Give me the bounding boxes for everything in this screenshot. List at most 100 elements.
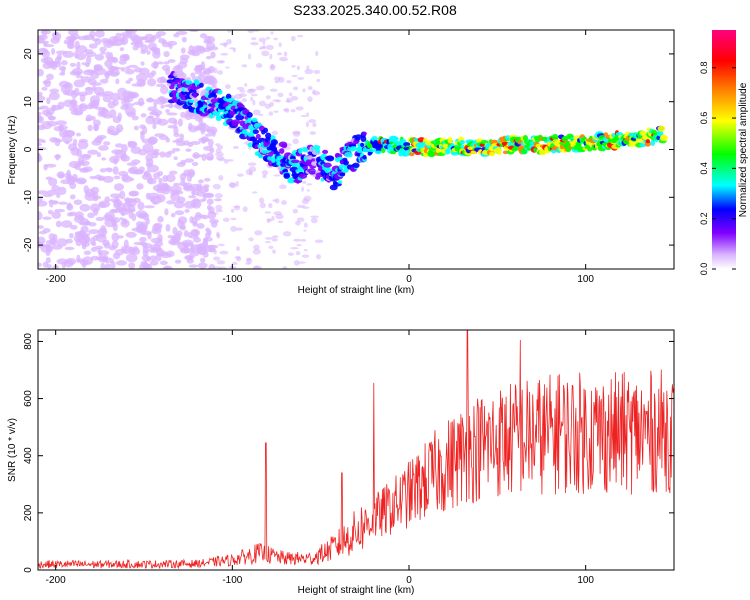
spectrogram-noise [110,92,121,102]
spectrogram-noise [242,206,248,213]
spectrogram-noise [58,201,68,205]
spectrogram-noise [166,200,175,205]
spectrogram-noise [121,98,127,106]
spectrogram-noise [379,68,383,71]
spectrogram-noise [165,223,171,232]
spectrogram-ridge-point [174,79,179,84]
spectrogram-noise [188,195,197,199]
snr-axes: -200 -100 0 100 0 200 400 600 800 [23,330,674,586]
spectrogram-noise [115,260,127,266]
spectrogram-noise [216,260,226,265]
spectrogram-noise [90,246,98,253]
spectrogram-noise [379,98,384,103]
spectrogram-noise [273,37,278,41]
spectrogram-noise [201,75,213,79]
spectrogram-ridge-point [246,111,253,118]
spectrogram-noise [100,225,107,234]
spectrogram-noise [265,36,270,40]
spectrogram-noise [147,136,158,145]
spectrogram-noise [208,138,214,148]
spectrogram-noise [259,202,266,209]
spectrogram-noise [585,233,592,239]
spectrogram-noise [434,204,437,209]
spectrogram-noise [180,47,186,54]
spectrogram-noise [239,89,246,93]
spectrogram-noise [297,261,306,264]
spectrogram-noise [137,149,148,156]
spectrogram-xlabel: Height of straight line (km) [298,285,415,296]
spectrogram-noise [244,83,248,87]
spectrogram-noise [135,221,144,227]
spectrogram-noise [415,87,420,92]
spectrogram-noise [213,198,222,202]
spectrogram-noise [65,257,77,265]
spectrogram-noise [38,111,42,117]
spectrogram-noise [112,166,119,175]
spectrogram-noise [640,244,645,249]
spectrogram-noise [51,211,61,219]
spectrogram-noise [571,184,577,187]
spectrogram-noise [94,245,104,250]
spectrogram-noise [131,115,139,121]
spectrogram-noise [157,118,169,126]
spectrogram-noise [109,155,120,164]
spectrogram-noise [468,33,472,37]
spectrogram-noise [180,159,187,165]
spectrogram-noise [145,97,155,103]
spectrogram-noise [274,76,281,82]
spectrogram-ridge-point [360,135,367,142]
y-tick-label: -20 [23,237,34,252]
spectrogram-noise [55,50,68,55]
spectrogram-noise [76,254,81,263]
spectrogram-noise [444,218,447,222]
spectrogram-noise [78,104,85,109]
spectrogram-ridge-point [502,150,509,155]
spectrogram-ylabel: Frequency (Hz) [7,116,18,185]
spectrogram-noise [94,30,105,38]
spectrogram-noise [113,175,121,180]
spectrogram-noise [504,89,509,95]
spectrogram-noise [644,171,650,175]
spectrogram-noise [80,76,92,83]
spectrogram-noise [466,229,471,232]
spectrogram-noise [306,112,310,116]
spectrogram-noise [452,248,456,253]
spectrogram-noise [473,244,478,248]
spectrogram-ridge-point [645,139,651,144]
spectrogram-noise [539,115,544,119]
spectrogram-noise [199,257,206,263]
spectrogram-noise [669,254,673,259]
spectrogram-noise [649,219,656,223]
spectrogram-noise [584,40,591,45]
spectrogram-noise [111,240,119,249]
spectrogram-noise [95,136,104,141]
spectrogram-noise [212,67,218,74]
spectrogram-noise [198,118,203,125]
spectrogram-noise [627,215,631,221]
spectrogram-noise [636,60,643,64]
spectrogram-noise [232,47,236,53]
spectrogram-noise [160,104,165,109]
spectrogram-noise [55,220,62,228]
spectrogram-noise [76,148,83,158]
spectrogram-noise [251,191,258,194]
spectrogram-noise [38,106,44,111]
spectrogram-noise [145,158,154,166]
spectrogram-noise [646,210,651,216]
spectrogram-noise [540,256,547,261]
spectrogram-noise [520,192,525,197]
spectrogram-noise [80,161,85,165]
spectrogram-noise [406,104,410,110]
spectrogram-noise [196,223,205,229]
spectrogram-noise [91,99,100,107]
spectrogram-noise [363,216,367,222]
spectrogram-noise [110,65,115,74]
spectrogram-noise [140,61,145,66]
spectrogram-noise [92,197,99,202]
spectrogram-noise [266,218,271,224]
spectrogram-noise [206,198,214,205]
spectrogram-noise [312,122,317,128]
spectrogram-noise [99,78,109,84]
